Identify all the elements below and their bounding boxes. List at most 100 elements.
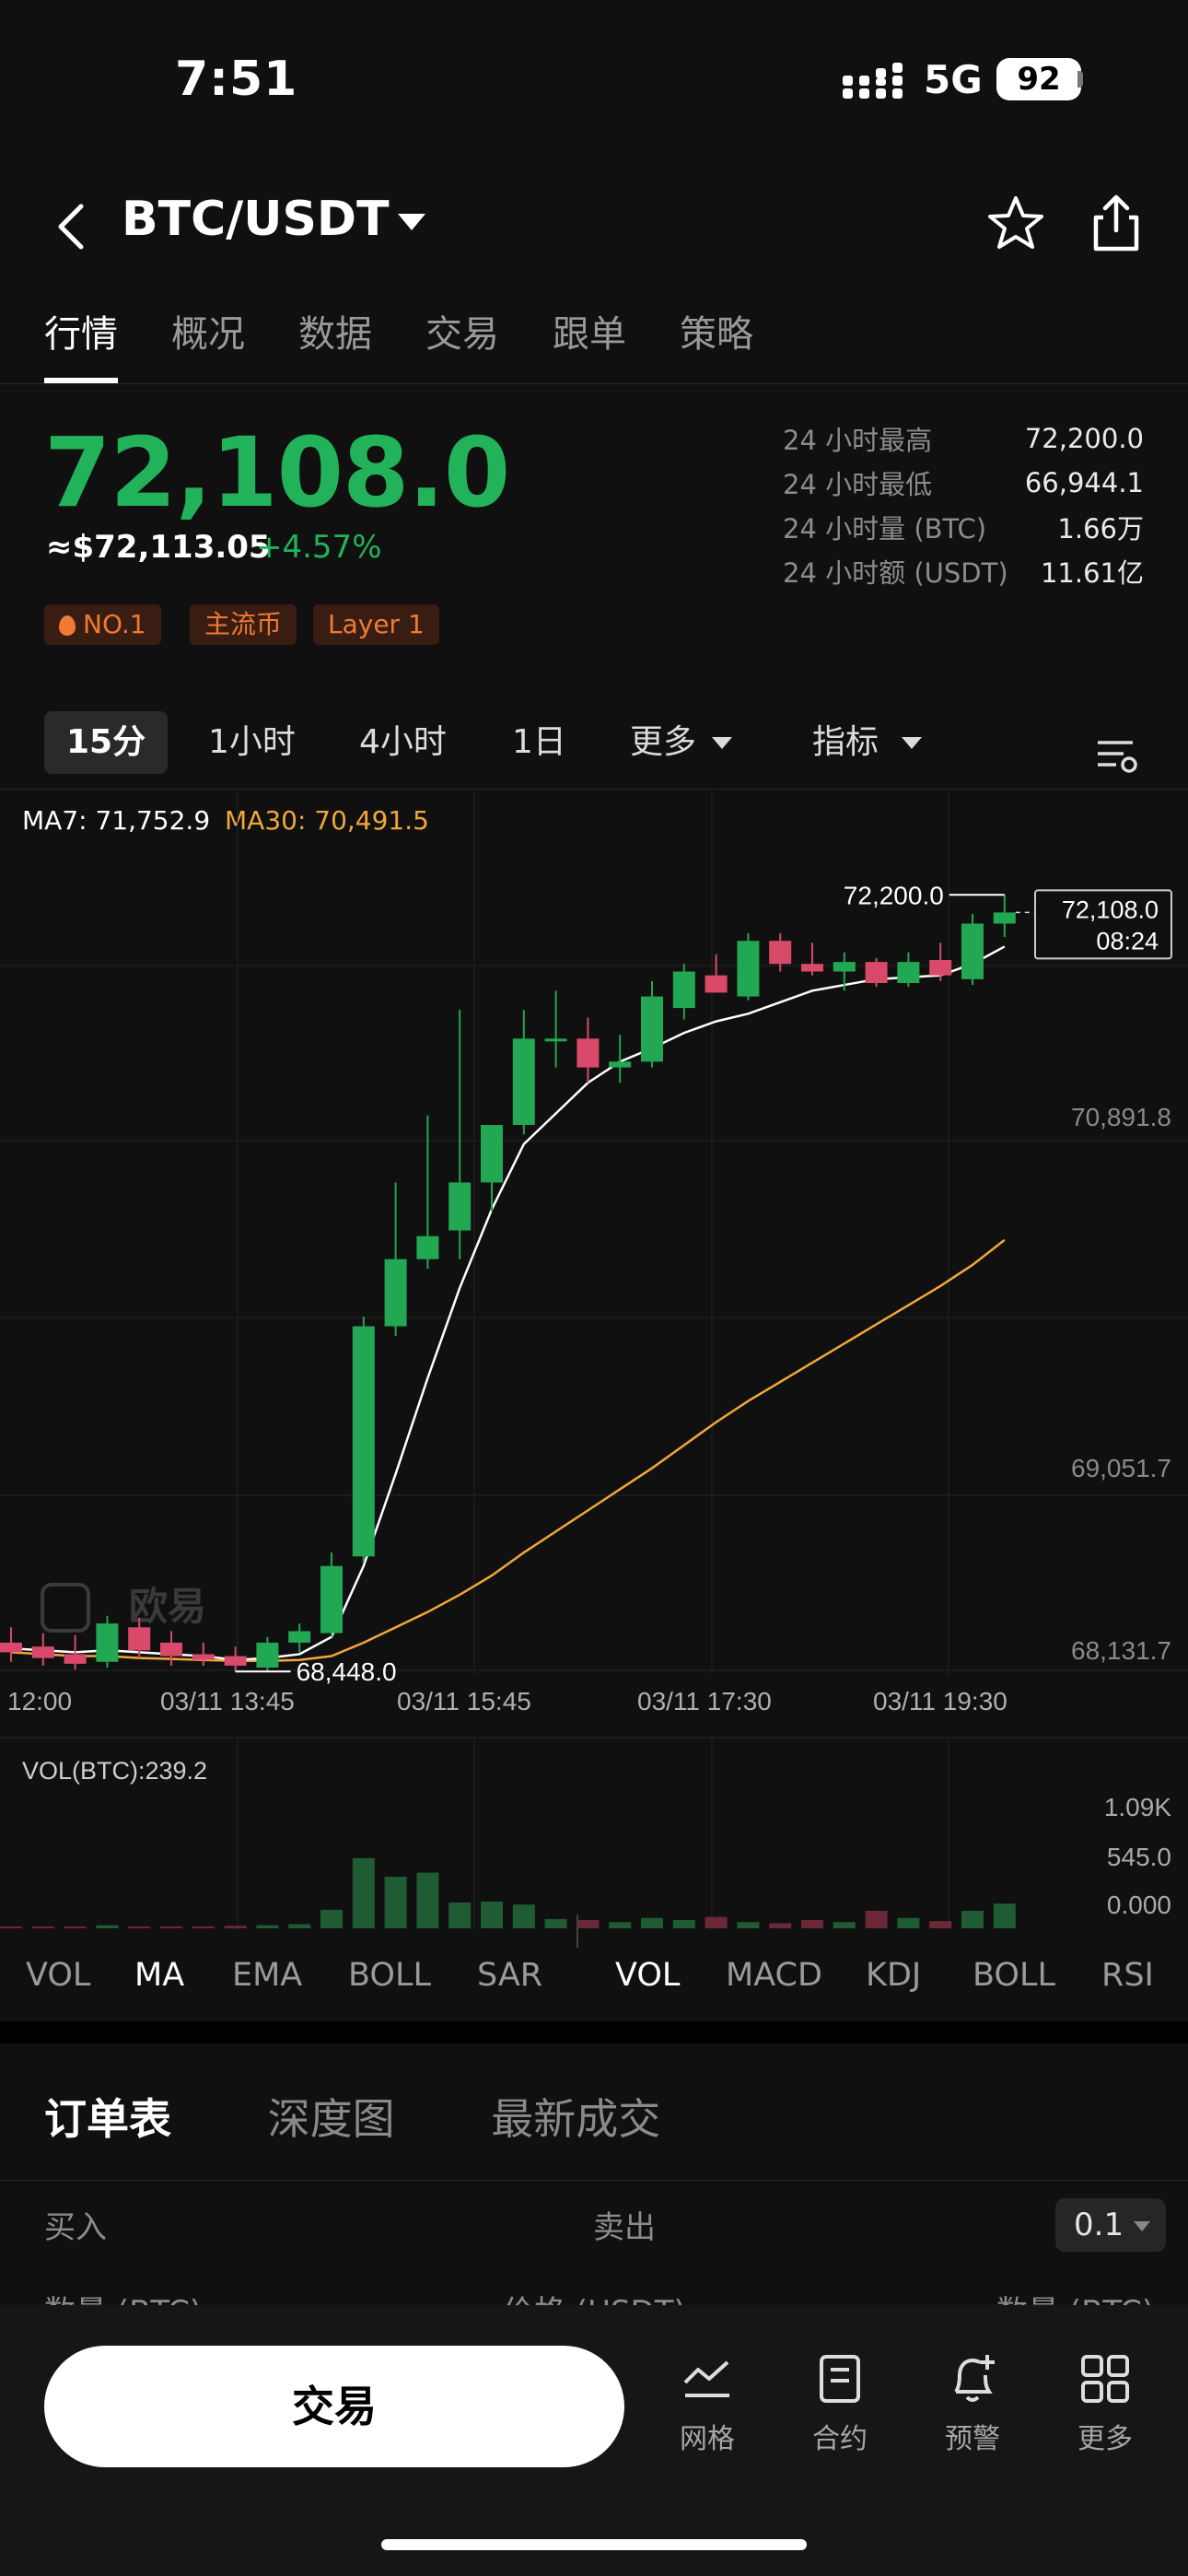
stat-value: 11.61亿 <box>1040 557 1144 589</box>
x-tick-label: 03/11 15:45 <box>397 1687 531 1712</box>
ma7-line <box>10 945 1006 1661</box>
rank-badge[interactable]: NO.1 <box>44 604 161 645</box>
back-arrow-icon[interactable] <box>53 201 90 252</box>
stat-value: 72,200.0 <box>1024 423 1144 454</box>
grid-bot-button[interactable]: 网格 <box>652 2351 763 2456</box>
volume-bar <box>256 1925 279 1928</box>
volume-chart[interactable]: VOL(BTC):239.2 1.09K 545.0 0.000 <box>0 1737 1188 1930</box>
tab-trade[interactable]: 交易 <box>425 313 499 356</box>
y-tick-label: 69,051.7 <box>1071 1454 1171 1482</box>
candle-body <box>481 1125 503 1183</box>
main-indicator-ema[interactable]: EMA <box>232 1957 303 1994</box>
more-button[interactable]: 更多 <box>1050 2351 1160 2456</box>
candle-body <box>577 1038 600 1068</box>
candle-body <box>128 1627 151 1651</box>
candle-body <box>672 971 695 1009</box>
volume-bar <box>801 1920 823 1928</box>
candle-body <box>769 941 792 965</box>
precision-caret-icon <box>1133 2221 1150 2231</box>
timeframe-4h[interactable]: 4小时 <box>359 723 447 761</box>
volume-bar <box>897 1917 920 1928</box>
tab-data[interactable]: 数据 <box>298 313 372 356</box>
stat-value: 66,944.1 <box>1024 467 1144 498</box>
main-indicator-boll[interactable]: BOLL <box>348 1957 431 1994</box>
indicator-separator <box>577 1914 578 1948</box>
x-tick-label: 12:00 <box>7 1687 72 1712</box>
volume-bar <box>352 1857 375 1928</box>
indicator-caret-icon <box>902 737 923 749</box>
tab-overview[interactable]: 概况 <box>171 313 245 356</box>
volume-bar <box>544 1918 567 1928</box>
main-indicator-ma[interactable]: MA <box>134 1957 185 1994</box>
tab-copy-trade[interactable]: 跟单 <box>553 313 626 356</box>
share-icon[interactable] <box>1090 193 1142 254</box>
grid-bot-label: 网格 <box>680 2423 735 2455</box>
indicator-row: VOL MA EMA BOLL SAR VOL MACD KDJ BOLL RS… <box>0 1914 1188 2020</box>
layer-badge[interactable]: Layer 1 <box>313 604 439 645</box>
status-time: 7:51 <box>175 52 298 107</box>
volume-bar <box>929 1921 952 1928</box>
timeframe-1d[interactable]: 1日 <box>512 723 566 761</box>
low-price-label: 68,448.0 <box>297 1657 397 1686</box>
candle-body <box>256 1642 279 1669</box>
more-grid-icon <box>1081 2355 1129 2403</box>
orderbook-tabs: 订单表 深度图 最新成交 <box>44 2086 743 2147</box>
ma30-legend: MA30: 70,491.5 <box>225 805 429 836</box>
buy-label: 买入 <box>44 2209 107 2246</box>
timeframe-more[interactable]: 更多 <box>630 711 733 774</box>
tab-strategy[interactable]: 策略 <box>680 313 753 356</box>
main-indicator-vol[interactable]: VOL <box>26 1957 91 1994</box>
stat-label: 24 小时量 (BTC) <box>783 513 987 544</box>
x-tick-label: 03/11 13:45 <box>160 1687 295 1712</box>
main-tabs: 行情 概况 数据 交易 跟单 策略 <box>44 304 807 383</box>
tab-depth-chart[interactable]: 深度图 <box>267 2094 395 2144</box>
favorite-star-icon[interactable] <box>985 193 1046 254</box>
volume-bar <box>577 1920 600 1928</box>
fire-icon <box>59 615 76 636</box>
stat-low: 24 小时最低 66,944.1 <box>783 461 1144 505</box>
candle-body <box>641 996 663 1062</box>
pair-title[interactable]: BTC/USDT <box>122 192 390 247</box>
volume-bar <box>384 1877 407 1928</box>
chart-settings-icon[interactable] <box>1096 724 1138 787</box>
candle-body <box>544 1038 567 1042</box>
last-price-box <box>1034 889 1172 960</box>
tab-orderbook[interactable]: 订单表 <box>44 2094 171 2144</box>
category-badge[interactable]: 主流币 <box>190 604 297 645</box>
volume-bar <box>416 1872 439 1928</box>
high-price-label: 72,200.0 <box>844 881 944 909</box>
sub-indicator-macd[interactable]: MACD <box>726 1957 822 1994</box>
sub-indicator-kdj[interactable]: KDJ <box>866 1957 922 1994</box>
sub-indicator-rsi[interactable]: RSI <box>1101 1957 1154 1994</box>
alert-button[interactable]: 预警 <box>917 2351 1028 2456</box>
tab-market[interactable]: 行情 <box>44 304 118 383</box>
trade-button[interactable]: 交易 <box>44 2346 624 2467</box>
volume-y-tick: 545.0 <box>1107 1843 1171 1871</box>
contract-icon <box>820 2355 860 2403</box>
candlestick-chart[interactable]: 70,891.8 69,051.7 68,131.7 12:00 03/11 13:45… <box>0 790 1188 1712</box>
tab-latest-trades[interactable]: 最新成交 <box>491 2094 661 2144</box>
contract-button[interactable]: 合约 <box>785 2351 895 2456</box>
indicator-label: 指标 <box>812 723 879 761</box>
y-tick-label: 68,131.7 <box>1071 1636 1171 1665</box>
volume-bar <box>224 1926 247 1928</box>
candle-body <box>352 1326 375 1557</box>
volume-bar <box>128 1926 151 1928</box>
x-tick-label: 03/11 17:30 <box>637 1687 772 1712</box>
alert-bell-icon <box>954 2355 995 2402</box>
pair-dropdown-caret-icon[interactable] <box>398 214 425 230</box>
status-bar: 7:51 5G 92 <box>0 0 1188 166</box>
candle-body <box>0 1642 22 1653</box>
sub-indicator-boll[interactable]: BOLL <box>973 1957 1055 1994</box>
candle-body <box>64 1654 87 1664</box>
stat-high: 24 小时最高 72,200.0 <box>783 416 1144 461</box>
main-indicator-sar[interactable]: SAR <box>477 1957 543 1994</box>
volume-bar <box>288 1924 311 1928</box>
timeframe-1h[interactable]: 1小时 <box>208 723 296 761</box>
precision-select[interactable]: 0.1 <box>1055 2198 1166 2252</box>
volume-bar <box>993 1903 1016 1928</box>
divider <box>0 789 1188 790</box>
sub-indicator-vol[interactable]: VOL <box>615 1957 681 1994</box>
indicator-menu[interactable]: 指标 <box>812 711 923 774</box>
timeframe-15m[interactable]: 15分 <box>44 711 169 774</box>
